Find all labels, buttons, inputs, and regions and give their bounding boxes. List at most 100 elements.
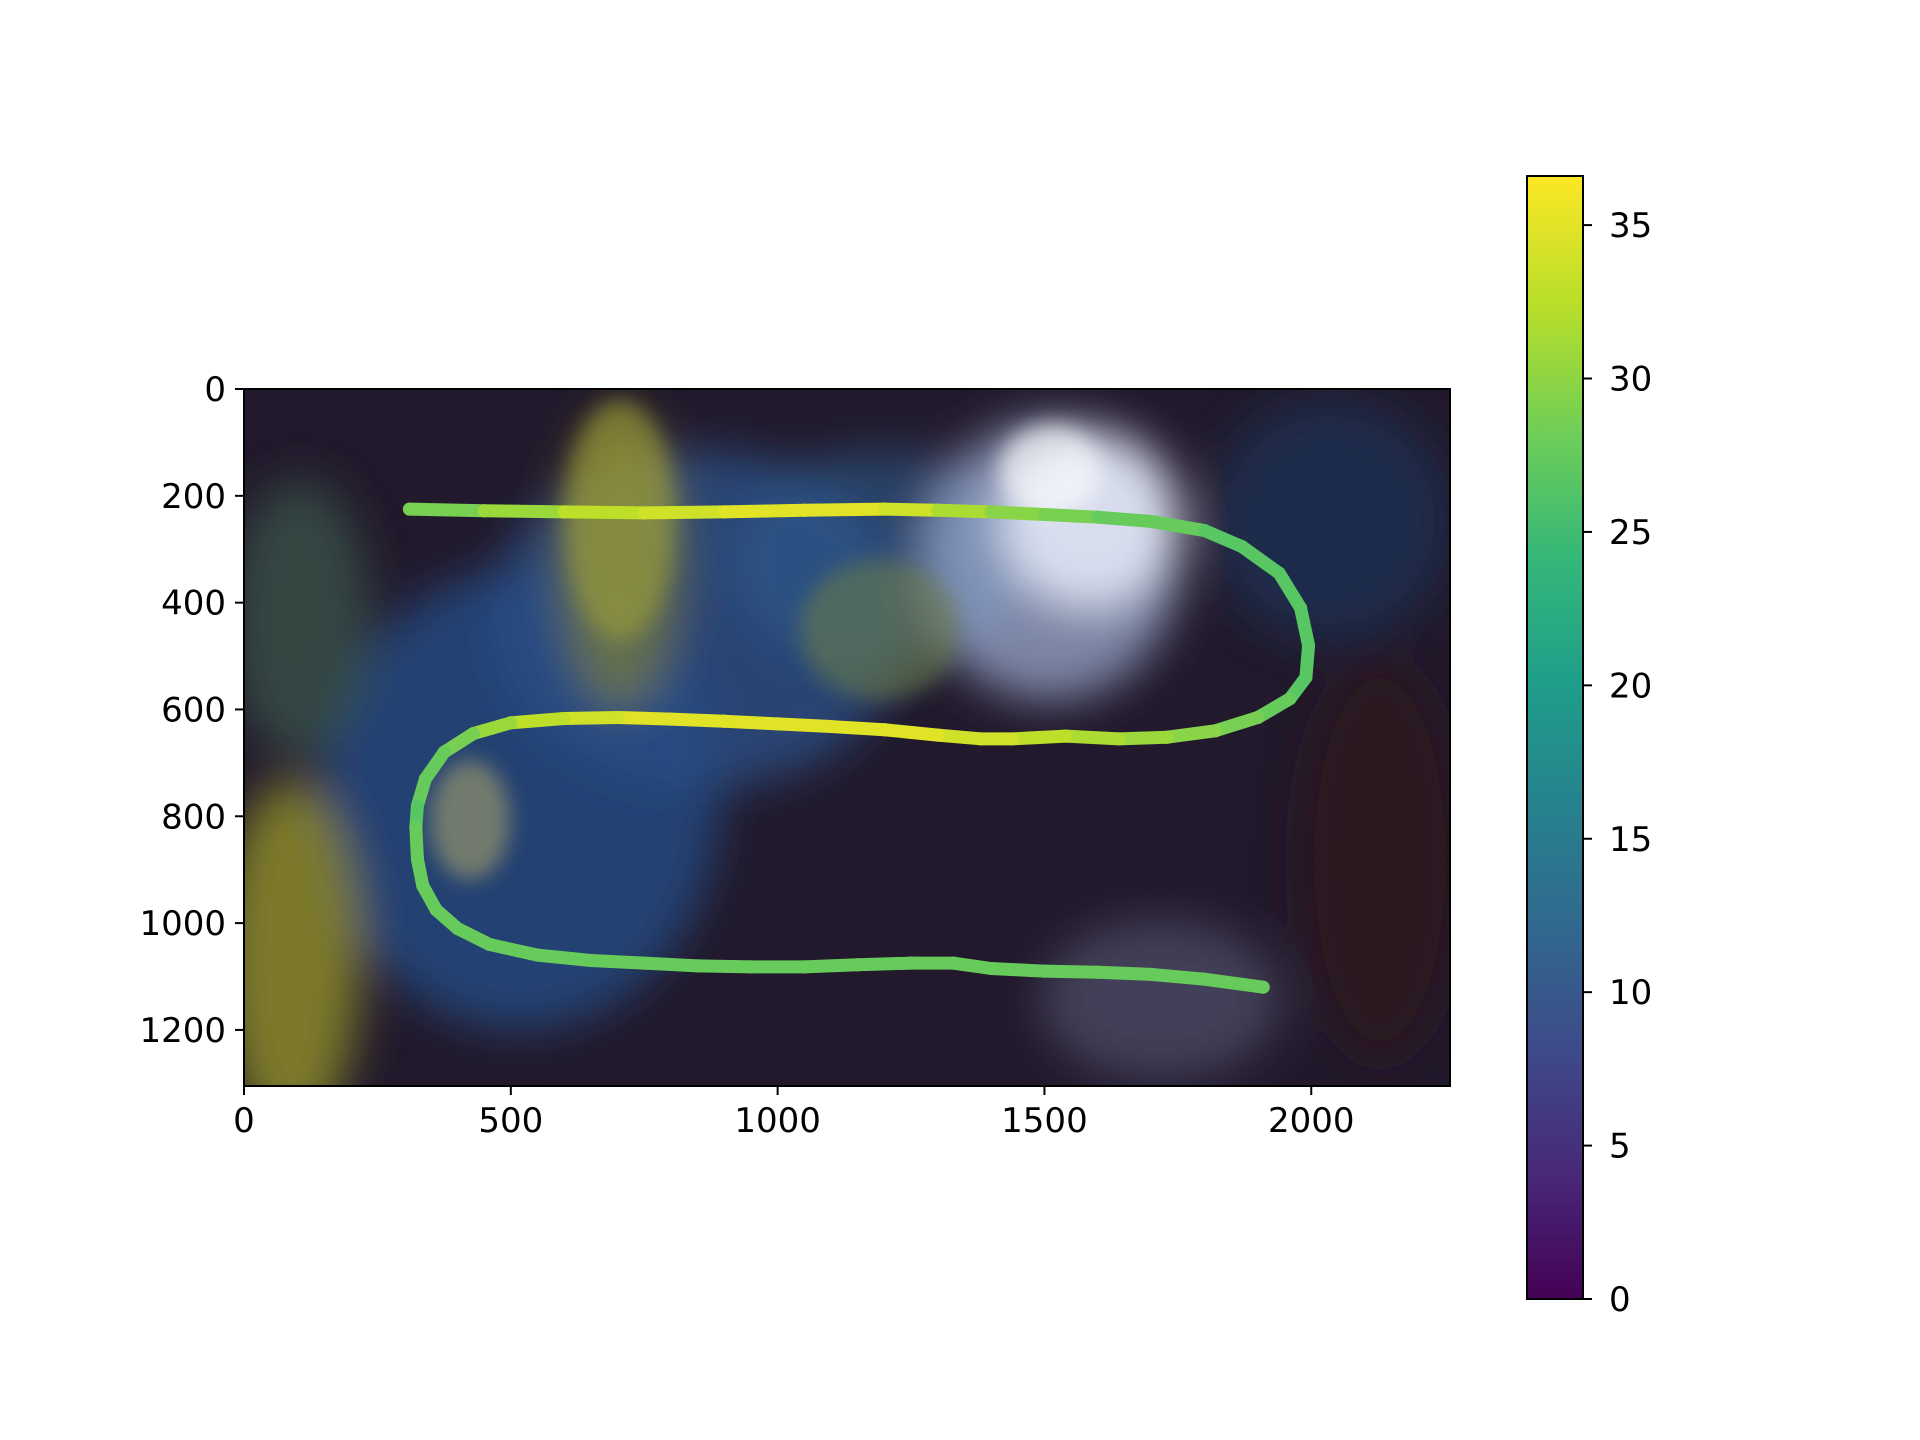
colorbar-tick-label: 10 bbox=[1609, 973, 1652, 1013]
trajectory-point bbox=[1160, 730, 1174, 744]
trajectory-segment bbox=[931, 503, 998, 519]
trajectory-point bbox=[1059, 729, 1073, 743]
trajectory-segment bbox=[1112, 730, 1174, 746]
y-tick-label: 800 bbox=[161, 797, 226, 837]
trajectory-point bbox=[1144, 967, 1158, 981]
y-tick-label: 1000 bbox=[139, 904, 226, 944]
colorbar-axis: 0 5 10 15 20 25 30 35 bbox=[1583, 206, 1652, 1320]
trajectory-segment bbox=[1272, 566, 1308, 615]
trajectory-point bbox=[717, 714, 731, 728]
trajectory-segment bbox=[584, 953, 651, 970]
trajectory-point bbox=[1037, 964, 1051, 978]
trajectory-point bbox=[1302, 638, 1316, 652]
trajectory-segment bbox=[797, 958, 865, 974]
trajectory-point bbox=[482, 937, 496, 951]
trajectory-point bbox=[851, 958, 865, 972]
trajectory-segment bbox=[1059, 729, 1126, 746]
y-axis: 0 200 400 600 800 1000 1200 bbox=[139, 370, 244, 1051]
trajectory-segment bbox=[530, 948, 598, 967]
trajectory-segment bbox=[931, 728, 987, 746]
trajectory-point bbox=[797, 960, 811, 974]
trajectory-point bbox=[771, 717, 785, 731]
trajectory-point bbox=[410, 799, 424, 813]
trajectory-segment bbox=[664, 712, 731, 728]
trajectory-point bbox=[1299, 670, 1313, 684]
trajectory-segment bbox=[1198, 972, 1270, 994]
trajectory-segment bbox=[1037, 508, 1105, 524]
trajectory-segment bbox=[717, 503, 811, 519]
x-tick-label: 1500 bbox=[1001, 1101, 1088, 1141]
colorbar-tick-label: 35 bbox=[1609, 206, 1652, 246]
y-tick-label: 600 bbox=[161, 690, 226, 730]
trajectory-segment bbox=[557, 505, 651, 520]
trajectory-point bbox=[429, 903, 443, 917]
plot-frame bbox=[243, 388, 1451, 1087]
trajectory-segment bbox=[1144, 514, 1212, 538]
colorbar-tick-label: 20 bbox=[1609, 666, 1652, 706]
trajectory-point bbox=[410, 852, 424, 866]
trajectory-point bbox=[744, 960, 758, 974]
trajectory-point bbox=[931, 728, 945, 742]
trajectory-point bbox=[1235, 540, 1249, 554]
trajectory-segment bbox=[1037, 964, 1105, 979]
trajectory-point bbox=[691, 959, 705, 973]
trajectory-segment bbox=[637, 956, 705, 973]
trajectory-point bbox=[1091, 965, 1105, 979]
trajectory-point bbox=[466, 726, 480, 740]
trajectory-point bbox=[947, 956, 961, 970]
trajectory-point bbox=[557, 712, 571, 726]
trajectory-point bbox=[904, 956, 918, 970]
trajectory-point bbox=[1208, 724, 1222, 738]
colorbar-tick-label: 30 bbox=[1609, 360, 1652, 400]
trajectory-point bbox=[450, 921, 464, 935]
trajectory-point bbox=[973, 732, 987, 746]
colorbar-gradient bbox=[1527, 176, 1583, 1299]
trajectory-point bbox=[611, 710, 625, 724]
trajectory-point bbox=[1198, 524, 1212, 538]
x-tick-label: 0 bbox=[233, 1101, 255, 1141]
trajectory-point bbox=[637, 506, 651, 520]
trajectory-segment bbox=[1091, 965, 1158, 981]
trajectory-segment bbox=[504, 712, 571, 730]
trajectory-point bbox=[984, 505, 998, 519]
trajectory-point bbox=[637, 956, 651, 970]
trajectory-point bbox=[557, 505, 571, 519]
trajectory-segment bbox=[1198, 524, 1249, 554]
trajectory-point bbox=[824, 720, 838, 734]
trajectory-point bbox=[1272, 566, 1286, 580]
trajectory-segment bbox=[877, 723, 945, 742]
x-tick-label: 1000 bbox=[734, 1101, 821, 1141]
trajectory-point bbox=[1144, 514, 1158, 528]
trajectory-segment bbox=[691, 959, 758, 974]
trajectory-point bbox=[877, 502, 891, 516]
colorbar-tick-label: 25 bbox=[1609, 513, 1652, 553]
trajectory-segment bbox=[637, 505, 731, 520]
trajectory-segment bbox=[984, 505, 1051, 522]
trajectory-point bbox=[1251, 710, 1265, 724]
y-tick-label: 0 bbox=[204, 370, 226, 410]
trajectory-segment bbox=[824, 720, 891, 737]
trajectory-point bbox=[1091, 510, 1105, 524]
x-tick-label: 2000 bbox=[1268, 1101, 1355, 1141]
trajectory-segment bbox=[1160, 724, 1222, 744]
trajectory-segment bbox=[877, 502, 945, 517]
trajectory-segment bbox=[771, 717, 838, 734]
trajectory-segment bbox=[482, 937, 544, 962]
background-image bbox=[244, 389, 1450, 1086]
trajectory-point bbox=[584, 953, 598, 967]
trajectory-point bbox=[477, 504, 491, 518]
trajectory-point bbox=[664, 712, 678, 726]
trajectory-segment bbox=[477, 504, 571, 519]
trajectory-segment bbox=[1144, 967, 1212, 986]
trajectory-point bbox=[1005, 732, 1019, 746]
trajectory-segment bbox=[611, 710, 678, 726]
trajectory-segment bbox=[984, 961, 1051, 978]
trajectory-point bbox=[877, 723, 891, 737]
trajectory-point bbox=[530, 948, 544, 962]
trajectory-segment bbox=[557, 710, 625, 726]
trajectory-point bbox=[1256, 980, 1270, 994]
trajectory-point bbox=[1112, 732, 1126, 746]
trajectory-point bbox=[402, 502, 416, 516]
y-tick-label: 200 bbox=[161, 477, 226, 517]
x-tick-label: 500 bbox=[478, 1101, 543, 1141]
